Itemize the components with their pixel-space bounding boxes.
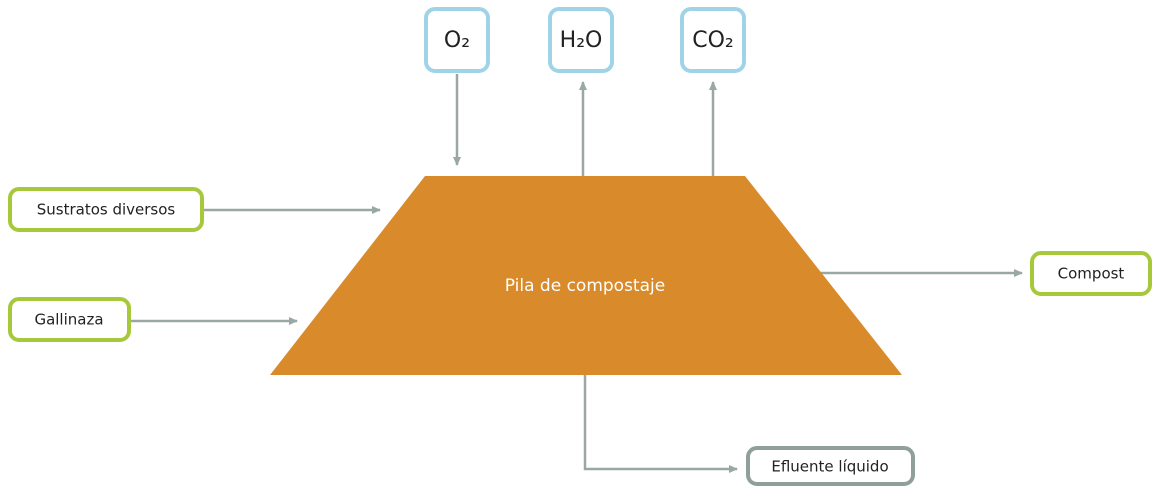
pile-label: Pila de compostaje xyxy=(505,276,665,296)
node-label: O₂ xyxy=(444,28,470,53)
arrow xyxy=(583,375,738,473)
node-label: CO₂ xyxy=(692,28,734,53)
node-box xyxy=(548,7,614,73)
node-label: Gallinaza xyxy=(34,311,103,329)
node-label: H₂O xyxy=(560,28,603,53)
node-label: Efluente líquido xyxy=(771,458,888,476)
node-label: Compost xyxy=(1058,265,1125,283)
node-box xyxy=(8,297,131,342)
node-box xyxy=(680,7,746,73)
node-box xyxy=(8,187,204,232)
node-box xyxy=(1030,251,1152,296)
node-box xyxy=(424,7,490,73)
node-box xyxy=(746,446,915,486)
node-label: Sustratos diversos xyxy=(37,201,176,219)
pile xyxy=(270,176,902,375)
